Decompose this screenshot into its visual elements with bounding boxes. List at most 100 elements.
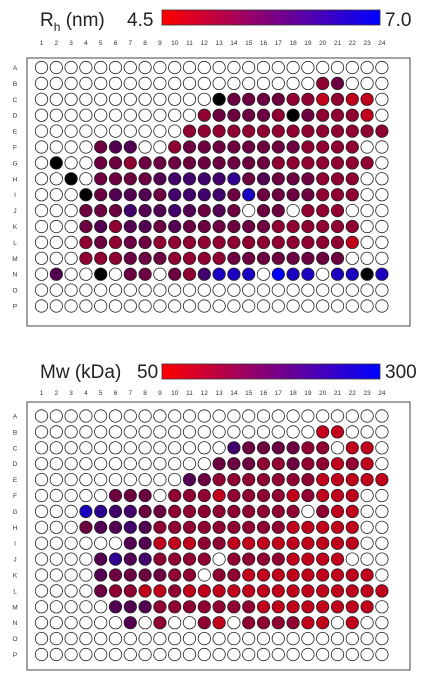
- row-label: D: [13, 113, 18, 120]
- well-G1: [34, 156, 49, 170]
- well-I19: [301, 536, 315, 550]
- column-label: 13: [215, 40, 223, 47]
- panel-1-scale-max: 7.0: [385, 10, 411, 31]
- column-label: 11: [186, 40, 193, 47]
- well-A22: [345, 60, 359, 75]
- column-label: 10: [171, 40, 179, 47]
- well-F9: [153, 140, 167, 154]
- column-label: 4: [84, 390, 88, 397]
- well-B2: [49, 425, 63, 439]
- row-label: C: [13, 445, 18, 452]
- well-J22: [345, 204, 359, 218]
- well-G23: [360, 156, 374, 170]
- well-N5: [94, 616, 108, 630]
- well-O13: [212, 283, 226, 297]
- well-L1: [34, 235, 49, 249]
- well-P18: [286, 299, 300, 313]
- well-C16: [256, 441, 271, 455]
- well-E15: [242, 472, 256, 487]
- well-O23: [360, 283, 374, 297]
- well-L7: [123, 235, 137, 249]
- well-A11: [182, 60, 197, 75]
- well-L3: [64, 235, 78, 249]
- well-J19: [301, 552, 315, 566]
- well-L6: [108, 235, 123, 249]
- well-D20: [316, 457, 330, 471]
- well-E22: [345, 472, 359, 487]
- column-label: 12: [201, 40, 209, 47]
- well-L4: [79, 235, 93, 249]
- well-B9: [153, 76, 167, 91]
- well-I14: [227, 188, 241, 202]
- well-B16: [256, 76, 271, 91]
- well-H17: [271, 520, 285, 534]
- well-P4: [79, 647, 93, 662]
- well-C10: [168, 92, 182, 106]
- well-C15: [242, 441, 256, 455]
- well-F12: [197, 140, 211, 154]
- well-E2: [49, 124, 63, 138]
- well-J18: [286, 552, 300, 566]
- column-label: 3: [69, 40, 73, 47]
- well-O18: [286, 631, 300, 646]
- well-O20: [316, 283, 330, 297]
- well-C8: [138, 92, 152, 106]
- well-K4: [79, 568, 93, 582]
- well-C2: [49, 441, 63, 455]
- well-D24: [375, 108, 389, 122]
- well-N3: [64, 616, 78, 630]
- well-P23: [360, 647, 374, 662]
- well-D4: [79, 108, 93, 122]
- well-F4: [79, 488, 93, 503]
- well-I8: [138, 188, 152, 202]
- well-C12: [197, 441, 211, 455]
- row-label: F: [13, 493, 17, 500]
- well-K24: [375, 219, 389, 234]
- well-J15: [242, 204, 256, 218]
- well-O4: [79, 283, 93, 297]
- well-I2: [49, 536, 63, 550]
- well-O17: [271, 283, 285, 297]
- well-P8: [138, 299, 152, 313]
- column-label: 19: [304, 40, 312, 47]
- well-K7: [123, 568, 137, 582]
- well-I13: [212, 536, 226, 550]
- well-E13: [212, 472, 226, 487]
- well-D11: [182, 108, 197, 122]
- well-E12: [197, 472, 211, 487]
- well-D15: [242, 108, 256, 122]
- well-D12: [197, 457, 211, 471]
- well-K2: [49, 219, 63, 234]
- well-I6: [108, 536, 123, 550]
- well-D18: [286, 108, 300, 122]
- well-N12: [197, 267, 211, 281]
- well-L13: [212, 584, 226, 598]
- well-L17: [271, 235, 285, 249]
- well-A21: [330, 409, 345, 423]
- well-O9: [153, 283, 167, 297]
- well-C19: [301, 92, 315, 106]
- panel-1-title-subscript: h: [54, 20, 61, 34]
- well-I7: [123, 188, 137, 202]
- well-L1: [34, 584, 49, 598]
- well-H18: [286, 520, 300, 534]
- well-L17: [271, 584, 285, 598]
- well-C1: [34, 92, 49, 106]
- well-H1: [34, 520, 49, 534]
- well-I1: [34, 188, 49, 202]
- well-J6: [108, 552, 123, 566]
- well-N23: [360, 267, 374, 281]
- well-J4: [79, 552, 93, 566]
- well-P11: [182, 299, 197, 313]
- well-P23: [360, 299, 374, 313]
- column-label: 23: [363, 390, 371, 397]
- well-M6: [108, 600, 123, 614]
- well-L13: [212, 235, 226, 249]
- well-P7: [123, 647, 137, 662]
- well-A15: [242, 60, 256, 75]
- well-M20: [316, 251, 330, 265]
- well-F24: [375, 488, 389, 503]
- well-N22: [345, 616, 359, 630]
- well-J9: [153, 552, 167, 566]
- well-L20: [316, 235, 330, 249]
